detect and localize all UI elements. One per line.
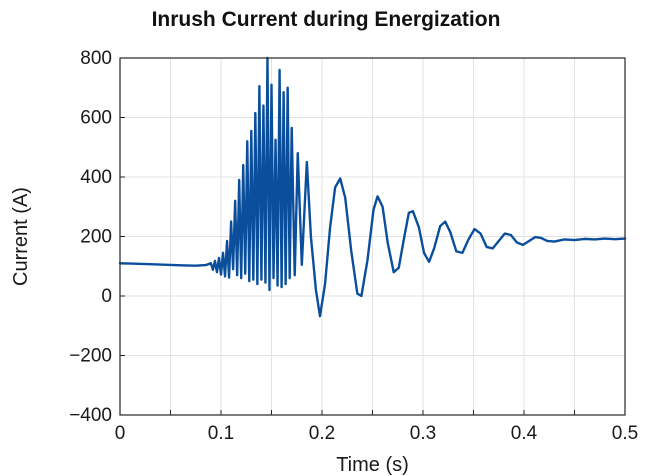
plot-area bbox=[118, 56, 627, 318]
x-tick-label: 0.4 bbox=[511, 423, 538, 444]
y-tick-label: 0 bbox=[101, 286, 112, 307]
grid-lines bbox=[120, 58, 625, 415]
x-tick-label: 0.1 bbox=[208, 423, 234, 444]
x-tick-label: 0.2 bbox=[309, 423, 335, 444]
y-tick-label: 200 bbox=[80, 227, 112, 248]
y-tick-label: −200 bbox=[69, 346, 112, 367]
x-tick-label: 0.5 bbox=[612, 423, 638, 444]
x-tick-label: 0.3 bbox=[410, 423, 436, 444]
ticks: 0 0.1 0.2 0.3 0.4 0.5 −400 −200 0 200 400 600 800 bbox=[69, 48, 638, 444]
y-tick-label: −400 bbox=[69, 405, 112, 426]
series-line bbox=[118, 56, 627, 318]
y-axis-title: Current (A) bbox=[10, 187, 32, 286]
x-tick-label: 0 bbox=[115, 423, 126, 444]
x-axis-title: Time (s) bbox=[336, 454, 409, 476]
y-tick-label: 800 bbox=[80, 48, 112, 69]
chart-title: Inrush Current during Energization bbox=[151, 8, 501, 31]
y-tick-label: 600 bbox=[80, 108, 112, 129]
y-tick-label: 400 bbox=[80, 167, 112, 188]
